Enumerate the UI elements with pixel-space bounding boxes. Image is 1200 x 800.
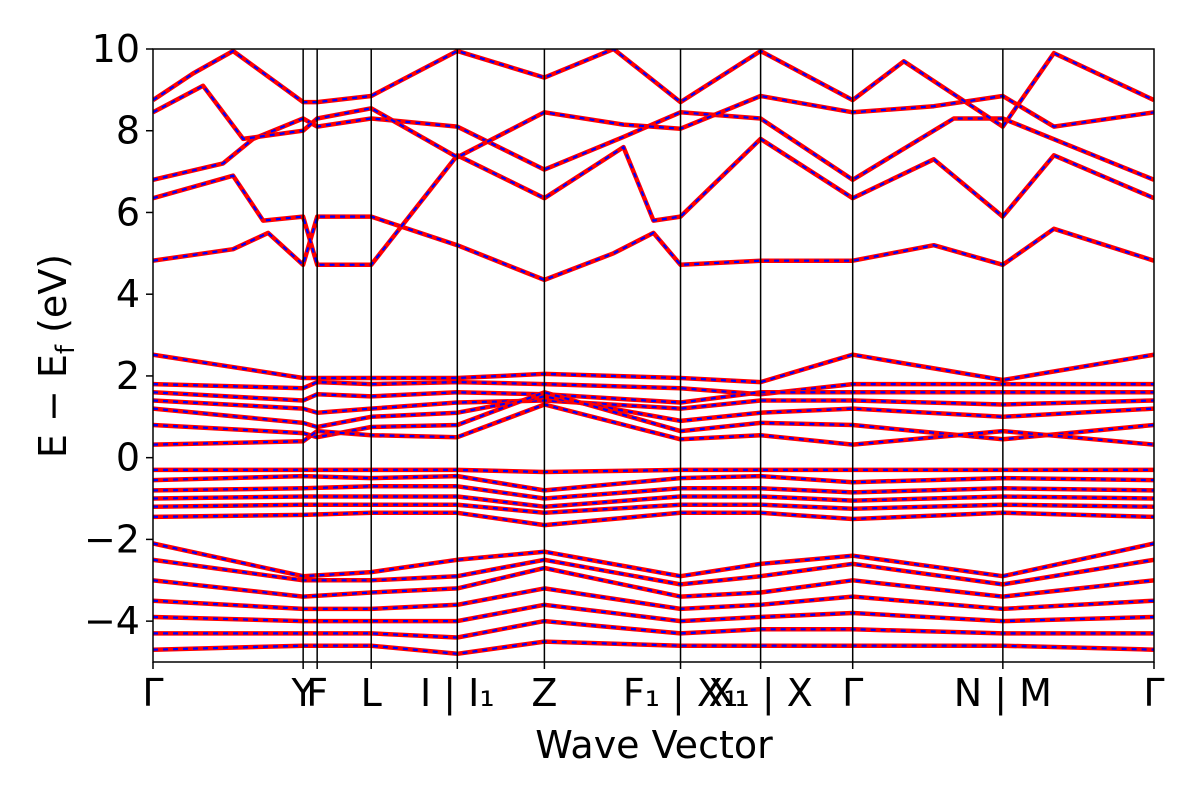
y-tick-label: 4 (116, 272, 140, 316)
band-line-dashed-5 (153, 49, 1154, 129)
x-tick-label: F₁ | X₁ (623, 671, 738, 716)
x-tick-label: Γ (1143, 671, 1164, 715)
y-axis-label-main: E − E (31, 354, 75, 458)
y-tick-label: 10 (92, 27, 140, 71)
band-line-dashed-14 (153, 474, 1154, 492)
band-line-dashed-19 (153, 542, 1154, 578)
band-line-dashed-4 (153, 84, 1154, 159)
x-tick-label: L (361, 671, 382, 715)
band-line-dashed-10 (153, 395, 1154, 429)
y-axis-label-unit: (eV) (31, 254, 75, 345)
y-tick-label: −2 (84, 517, 140, 561)
band-line-dashed-17 (153, 503, 1154, 514)
y-tick-label: −4 (84, 599, 140, 643)
x-tick-label: Z (531, 671, 557, 715)
plot-background (153, 49, 1154, 662)
x-tick-label: Γ (842, 671, 863, 715)
x-tick-label: F (306, 671, 328, 715)
x-tick-label: N | M (954, 671, 1052, 716)
band-line-dashed-21 (153, 566, 1154, 598)
x-tick-label: X₁ | X (708, 671, 812, 716)
y-tick-label: 2 (116, 354, 140, 398)
plot-frame (152, 48, 1155, 663)
band-line-dashed-20 (153, 558, 1154, 586)
y-tick-label: 8 (116, 109, 140, 153)
x-tick-label: Γ (142, 671, 163, 715)
band-line-dashed-13 (153, 468, 1154, 474)
y-axis-ticks: −4 −2 0 2 4 6 8 10 (84, 27, 153, 643)
y-tick-label: 0 (116, 436, 140, 480)
y-axis-label: E − Ef (eV) (31, 254, 81, 458)
band-line-dashed-24 (153, 619, 1154, 639)
band-line-dashed-25 (153, 640, 1154, 655)
x-tick-label: Y (291, 671, 316, 715)
band-line-dashed-18 (153, 511, 1154, 527)
band-line-dashed-2 (153, 137, 1154, 266)
band-line-dashed-15 (153, 485, 1154, 500)
high-symmetry-lines (302, 49, 1004, 662)
band-line-dashed-16 (153, 495, 1154, 508)
x-tick-label: I | I₁ (420, 671, 495, 716)
band-line-dashed-23 (153, 603, 1154, 623)
y-tick-label: 6 (116, 190, 140, 234)
x-axis-label: Wave Vector (535, 723, 773, 767)
band-line-dashed-22 (153, 587, 1154, 611)
y-axis-label-sub: f (51, 344, 81, 354)
band-line-dashed-1 (153, 215, 1154, 282)
